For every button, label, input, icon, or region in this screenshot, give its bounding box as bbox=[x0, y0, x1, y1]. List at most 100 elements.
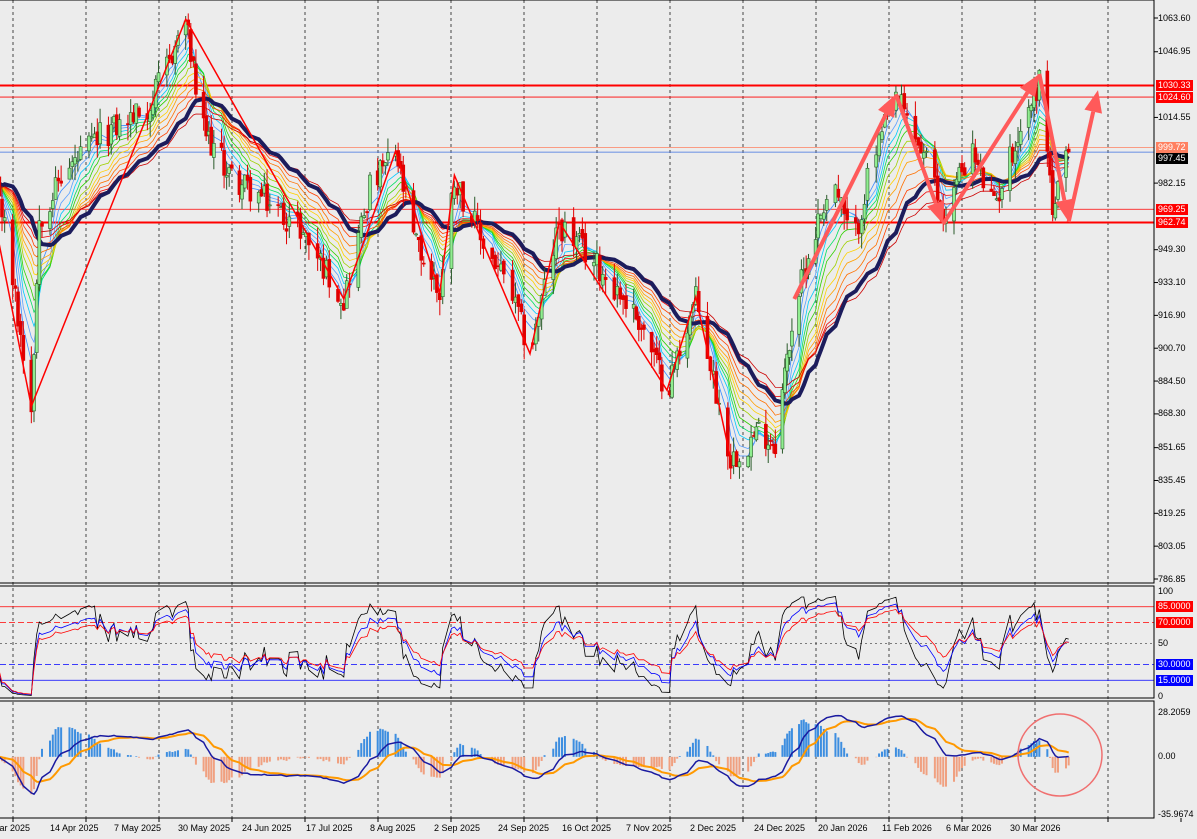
macd-histogram-bar bbox=[345, 756, 348, 761]
macd-histogram-bar bbox=[230, 756, 233, 778]
bull-candle bbox=[87, 135, 91, 152]
macd-histogram-bar bbox=[694, 738, 697, 757]
macd-histogram-bar bbox=[417, 756, 420, 769]
macd-histogram-bar bbox=[189, 754, 192, 757]
macd-histogram-bar bbox=[790, 728, 793, 757]
bull-candle bbox=[268, 204, 272, 207]
date-axis-label: 20 Jan 2026 bbox=[818, 823, 868, 833]
macd-histogram-bar bbox=[118, 753, 121, 757]
macd-histogram-bar bbox=[837, 737, 840, 757]
macd-histogram-bar bbox=[753, 756, 755, 762]
bull-candle bbox=[212, 143, 216, 158]
macd-histogram-bar bbox=[750, 756, 753, 767]
macd-histogram-bar bbox=[126, 755, 129, 757]
macd-histogram-bar bbox=[328, 756, 331, 762]
macd-histogram-bar bbox=[767, 753, 770, 757]
macd-histogram-bar bbox=[74, 729, 77, 757]
macd-histogram-bar bbox=[316, 756, 319, 760]
macd-histogram-bar bbox=[177, 750, 179, 757]
candles bbox=[0, 13, 1071, 480]
bull-candle bbox=[256, 191, 261, 204]
bull-candle bbox=[631, 303, 636, 309]
macd-histogram-bar bbox=[1054, 756, 1057, 773]
price-axis-label: 949.30 bbox=[1158, 244, 1186, 255]
macd-histogram-bar bbox=[689, 746, 691, 757]
macd-histogram-bar bbox=[886, 748, 889, 757]
bull-candle bbox=[378, 160, 383, 188]
macd-histogram-bar bbox=[285, 756, 288, 761]
macd-histogram-bar bbox=[834, 733, 837, 757]
macd-histogram-bar bbox=[936, 756, 939, 783]
macd-histogram-bar bbox=[917, 756, 920, 768]
macd-histogram-bar bbox=[1038, 740, 1041, 757]
macd-histogram-bar bbox=[412, 756, 415, 760]
bear-candle bbox=[976, 159, 980, 166]
bull-candle bbox=[151, 104, 155, 115]
date-axis-label: 2 Sep 2025 bbox=[434, 823, 481, 833]
price-tag: 1024.60 bbox=[1156, 91, 1193, 103]
bull-candle bbox=[577, 233, 582, 236]
date-axis-label: 2 Dec 2025 bbox=[690, 823, 737, 833]
price-axis-label: 851.65 bbox=[1158, 442, 1186, 453]
highlight-circle[interactable] bbox=[1017, 713, 1103, 797]
bull-candle bbox=[1029, 105, 1034, 112]
price-axis-label: 819.25 bbox=[1158, 507, 1186, 518]
macd-histogram-bar bbox=[601, 756, 604, 760]
price-axis-label: 1063.60 bbox=[1158, 12, 1191, 23]
bull-candle bbox=[513, 296, 518, 303]
bear-candle bbox=[612, 277, 617, 300]
macd-histogram-bar bbox=[854, 756, 857, 759]
bear-candle bbox=[229, 164, 234, 169]
macd-histogram-bar bbox=[558, 737, 561, 757]
bull-candle bbox=[1018, 130, 1023, 145]
bull-candle bbox=[98, 122, 102, 145]
macd-histogram-bar bbox=[676, 756, 679, 759]
macd-histogram-bar bbox=[17, 756, 19, 783]
bear-candle bbox=[845, 208, 849, 221]
macd-histogram-bar bbox=[1065, 756, 1067, 769]
macd-histogram-bar bbox=[738, 756, 741, 775]
macd-histogram-bar bbox=[138, 756, 141, 758]
bear-candle bbox=[248, 176, 253, 202]
bear-candle bbox=[1066, 148, 1071, 153]
macd-histogram-bar bbox=[697, 739, 700, 757]
macd-histogram-bar bbox=[207, 756, 210, 780]
macd-histogram-bar bbox=[453, 752, 456, 757]
macd-histogram-bar bbox=[561, 737, 563, 757]
bull-candle bbox=[865, 167, 870, 201]
macd-histogram-bar bbox=[205, 756, 208, 778]
arrow-drawings[interactable] bbox=[792, 73, 1103, 300]
bull-candle bbox=[766, 444, 771, 450]
macd-histogram-bar bbox=[974, 756, 977, 760]
bull-candle bbox=[287, 216, 292, 227]
macd-histogram-bar bbox=[404, 751, 407, 757]
panel-frame bbox=[0, 585, 1155, 699]
macd-histogram-bar bbox=[900, 750, 903, 757]
bull-candle bbox=[685, 332, 690, 359]
price-tag: 999.72 bbox=[1156, 141, 1188, 153]
bull-candle bbox=[957, 167, 962, 182]
bear-candle bbox=[636, 315, 641, 330]
macd-histogram-bar bbox=[655, 756, 658, 768]
macd-histogram-bar bbox=[282, 756, 285, 761]
macd-histogram-bar bbox=[384, 730, 387, 757]
macd-histogram-bar bbox=[825, 731, 828, 757]
arrow-head bbox=[1019, 73, 1040, 98]
macd-histogram-bar bbox=[379, 728, 382, 757]
macd-histogram-bar bbox=[883, 749, 886, 757]
osc-line-5 bbox=[0, 596, 1069, 696]
bear-candle bbox=[705, 315, 710, 359]
horizontal-levels[interactable] bbox=[0, 84, 1154, 224]
macd-histogram-bar bbox=[54, 729, 57, 757]
bear-candle bbox=[490, 247, 494, 259]
macd-histogram-bar bbox=[49, 740, 51, 757]
zigzag-indicator bbox=[0, 17, 732, 460]
bear-candle bbox=[657, 352, 662, 361]
bear-candle bbox=[276, 204, 280, 206]
macd-main-line bbox=[0, 714, 1069, 796]
macd-histogram-bar bbox=[369, 731, 371, 757]
date-axis-label: 6 Mar 2026 bbox=[946, 823, 992, 833]
bear-candle bbox=[18, 321, 23, 335]
macd-histogram-bar bbox=[243, 756, 246, 772]
